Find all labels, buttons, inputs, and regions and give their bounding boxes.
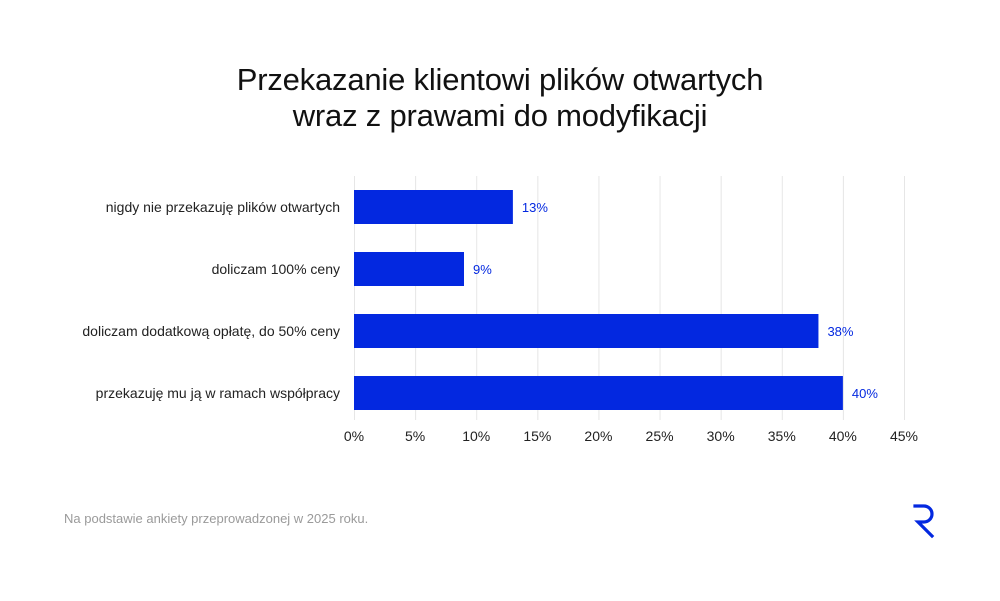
- chart-title-line-2: wraz z prawami do modyfikacji: [292, 98, 708, 133]
- x-tick-label: 5%: [405, 428, 425, 444]
- data-label: 38%: [827, 324, 853, 339]
- chart-title: Przekazanie klientowi plików otwartych w…: [0, 62, 1000, 134]
- x-tick-label: 30%: [707, 428, 735, 444]
- data-label: 40%: [852, 386, 878, 401]
- x-tick-label: 15%: [523, 428, 551, 444]
- category-label: doliczam dodatkową opłatę, do 50% ceny: [82, 323, 340, 339]
- bar: [354, 376, 843, 410]
- category-label: nigdy nie przekazuję plików otwartych: [106, 199, 340, 215]
- bar: [354, 252, 464, 286]
- category-label: przekazuję mu ją w ramach współpracy: [96, 385, 340, 401]
- category-label: doliczam 100% ceny: [212, 261, 340, 277]
- x-tick-label: 35%: [768, 428, 796, 444]
- bar: [354, 190, 513, 224]
- data-label: 13%: [522, 200, 548, 215]
- footnote: Na podstawie ankiety przeprowadzonej w 2…: [64, 511, 369, 526]
- bar: [354, 314, 819, 348]
- x-tick-label: 25%: [646, 428, 674, 444]
- x-tick-label: 45%: [890, 428, 918, 444]
- chart-title-line-1: Przekazanie klientowi plików otwartych: [236, 62, 764, 97]
- x-tick-label: 0%: [344, 428, 364, 444]
- x-tick-label: 40%: [829, 428, 857, 444]
- x-tick-label: 10%: [462, 428, 490, 444]
- r-logo-icon: [913, 504, 935, 539]
- data-label: 9%: [473, 262, 492, 277]
- x-tick-label: 20%: [584, 428, 612, 444]
